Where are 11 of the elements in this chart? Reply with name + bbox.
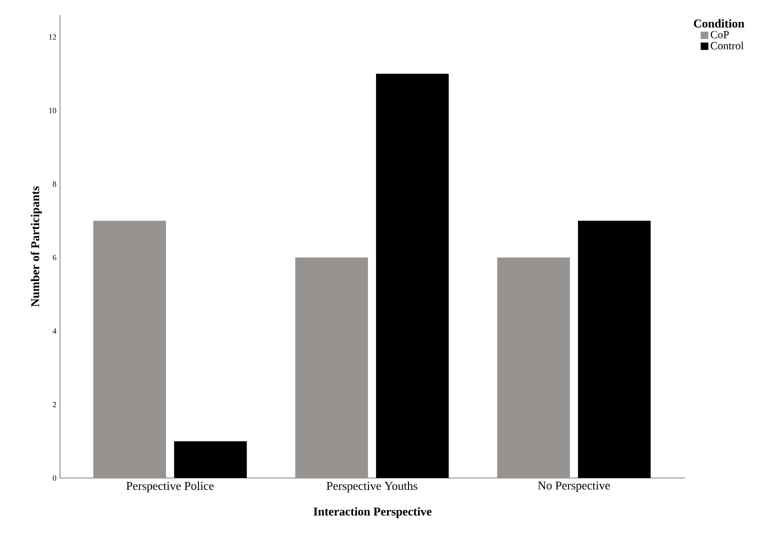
bar (93, 220, 166, 478)
x-tick-label: Perspective Youths (326, 482, 418, 492)
legend-label: Control (710, 42, 744, 50)
x-axis-title: Interaction Perspective (314, 507, 432, 518)
legend-label: CoP (710, 30, 729, 38)
y-axis-title: Number of Participants (30, 186, 42, 307)
bar (497, 258, 570, 478)
x-tick-label: No Perspective (538, 482, 610, 492)
x-tick-label: Perspective Police (126, 482, 214, 492)
legend-title: Condition (694, 19, 744, 28)
bar (295, 258, 368, 478)
